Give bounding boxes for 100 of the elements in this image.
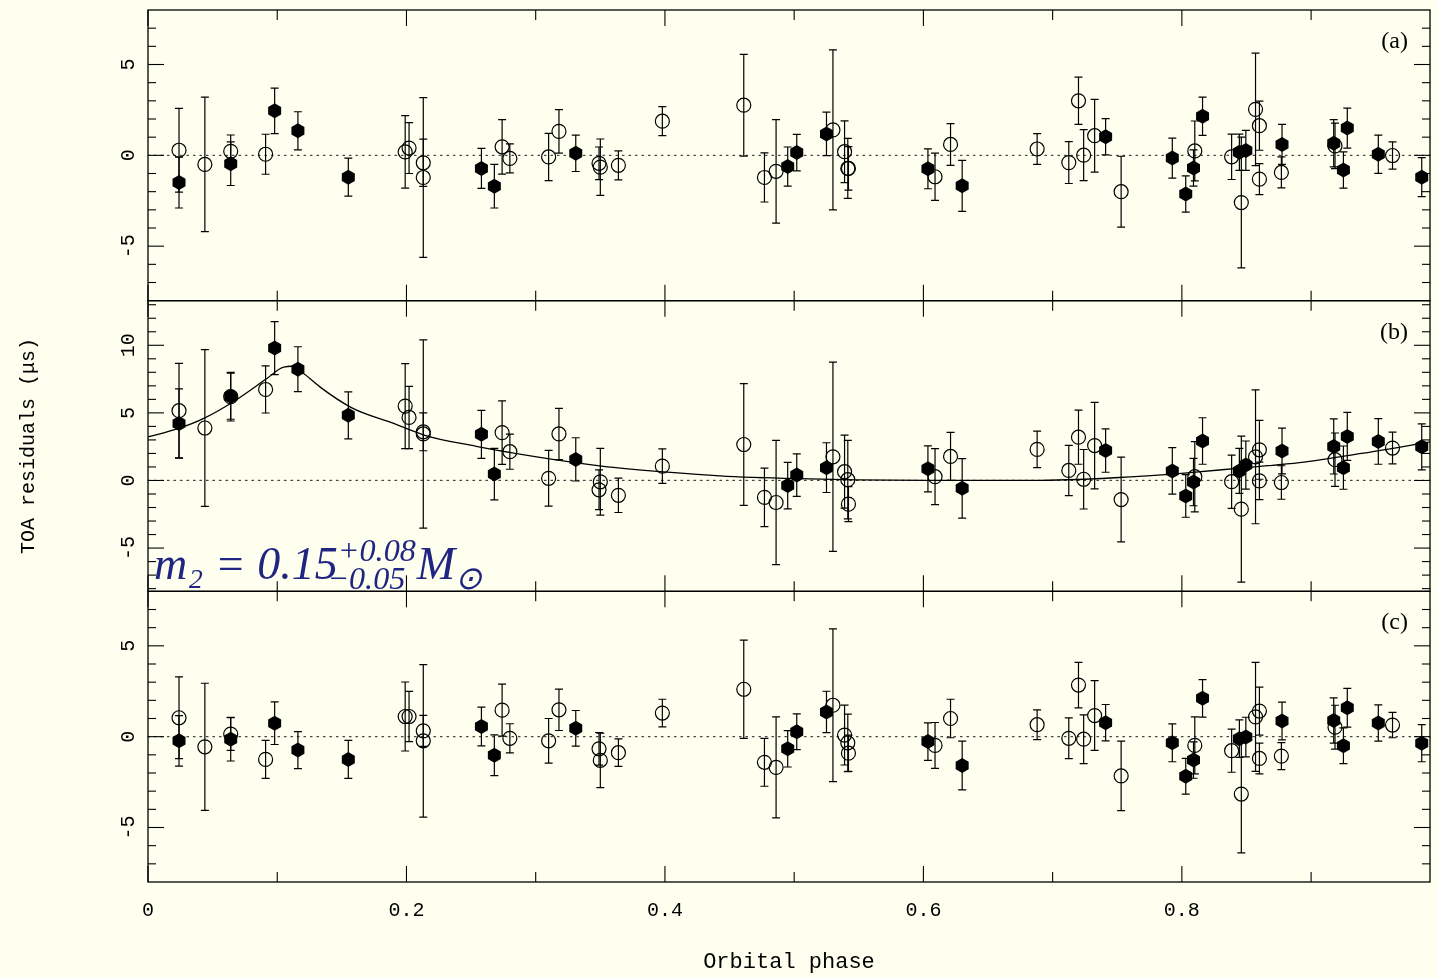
point bbox=[171, 710, 187, 726]
annotation: (a) bbox=[1381, 27, 1408, 53]
point bbox=[1340, 120, 1354, 136]
point bbox=[736, 97, 752, 113]
y-tick-label: 0 bbox=[117, 730, 140, 743]
point bbox=[197, 739, 213, 755]
point bbox=[825, 697, 841, 713]
point bbox=[1275, 443, 1289, 459]
point bbox=[1273, 748, 1289, 764]
point bbox=[268, 715, 282, 731]
y-tick-label: -5 bbox=[117, 815, 140, 840]
point bbox=[197, 156, 213, 173]
point bbox=[1275, 136, 1289, 152]
point bbox=[781, 159, 795, 175]
point bbox=[955, 480, 969, 496]
point bbox=[1327, 452, 1343, 468]
point bbox=[494, 425, 510, 441]
point bbox=[1371, 433, 1385, 449]
point bbox=[502, 444, 518, 460]
point bbox=[1196, 108, 1210, 124]
annotation: (b) bbox=[1380, 317, 1408, 344]
point bbox=[291, 123, 305, 139]
point bbox=[1113, 491, 1129, 508]
point bbox=[1336, 460, 1350, 476]
point bbox=[415, 723, 431, 739]
y-axis-title: TOA residuals (μs) bbox=[17, 337, 40, 555]
point bbox=[1247, 449, 1264, 465]
point bbox=[1061, 730, 1077, 746]
point bbox=[942, 448, 959, 465]
point bbox=[1029, 441, 1045, 457]
point bbox=[610, 487, 627, 503]
x-tick-label: 0.8 bbox=[1163, 899, 1200, 922]
point bbox=[1165, 735, 1179, 751]
x-tick-label: 0.2 bbox=[388, 899, 425, 922]
y-tick-label: 0 bbox=[117, 149, 140, 162]
point bbox=[654, 113, 670, 129]
point bbox=[1187, 143, 1203, 159]
point bbox=[258, 381, 274, 398]
point bbox=[551, 426, 567, 442]
point bbox=[1113, 768, 1129, 784]
point bbox=[1371, 715, 1385, 731]
point bbox=[736, 681, 752, 697]
point bbox=[1384, 717, 1401, 733]
point bbox=[1233, 194, 1249, 211]
point bbox=[1087, 437, 1103, 454]
point bbox=[955, 758, 969, 774]
point bbox=[1273, 474, 1289, 491]
point bbox=[502, 730, 518, 746]
y-tick-label: 0 bbox=[117, 474, 140, 487]
point bbox=[569, 145, 583, 161]
point bbox=[592, 752, 608, 768]
point bbox=[768, 759, 784, 775]
point bbox=[341, 751, 355, 767]
point bbox=[502, 150, 518, 167]
point bbox=[1061, 155, 1077, 171]
point bbox=[836, 464, 853, 480]
point bbox=[1251, 703, 1268, 719]
point bbox=[790, 467, 804, 483]
point bbox=[268, 340, 282, 356]
point bbox=[1327, 719, 1343, 735]
point bbox=[591, 741, 607, 757]
point bbox=[494, 139, 510, 155]
point bbox=[1113, 184, 1129, 200]
point bbox=[790, 724, 804, 740]
point bbox=[654, 705, 670, 721]
point bbox=[258, 751, 274, 767]
point bbox=[494, 702, 510, 718]
y-tick-label: -5 bbox=[117, 234, 140, 259]
point bbox=[541, 149, 557, 165]
point bbox=[1099, 715, 1113, 731]
point bbox=[781, 741, 795, 757]
point bbox=[541, 733, 557, 749]
point bbox=[942, 136, 959, 153]
point bbox=[1224, 149, 1240, 165]
point bbox=[415, 733, 431, 749]
point bbox=[1179, 186, 1193, 202]
point bbox=[541, 470, 557, 486]
point bbox=[551, 123, 567, 139]
point bbox=[790, 145, 804, 161]
point bbox=[1070, 429, 1087, 445]
point bbox=[1070, 93, 1087, 109]
point bbox=[1099, 443, 1113, 459]
point bbox=[1336, 162, 1350, 178]
point bbox=[610, 157, 627, 173]
point bbox=[487, 466, 501, 482]
point bbox=[341, 407, 355, 423]
point bbox=[1415, 735, 1429, 751]
y-tick-label: 10 bbox=[117, 333, 140, 358]
point bbox=[592, 474, 608, 490]
point bbox=[1371, 146, 1385, 162]
point bbox=[921, 161, 935, 177]
point bbox=[654, 458, 670, 474]
point bbox=[610, 745, 627, 761]
point bbox=[921, 461, 935, 477]
point bbox=[955, 178, 969, 194]
annotation: m₂ = 0.15$^{+0.08}$$_{−0.05}$ M$_{⊙}$ bbox=[154, 532, 484, 596]
point bbox=[1336, 738, 1350, 754]
point bbox=[1099, 129, 1113, 145]
point bbox=[1076, 471, 1092, 487]
point bbox=[1340, 428, 1354, 444]
